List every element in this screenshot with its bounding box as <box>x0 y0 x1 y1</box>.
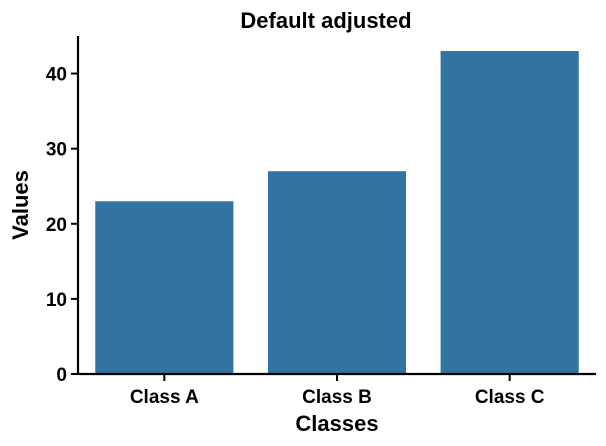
y-axis-ticks: 0 10 20 30 40 <box>46 65 78 386</box>
y-tick-label: 0 <box>56 365 67 386</box>
bar-class-a <box>95 201 234 374</box>
x-tick-label: Class A <box>130 387 199 408</box>
bar-class-b <box>267 171 407 374</box>
x-tick-label: Class C <box>475 387 545 408</box>
x-axis-ticks: Class A Class B Class C <box>130 374 545 408</box>
y-tick-label: 30 <box>46 140 67 161</box>
bars-group <box>95 51 579 375</box>
y-tick-label: 40 <box>46 65 67 86</box>
bar-class-c <box>440 51 579 375</box>
x-tick-label: Class B <box>302 387 372 408</box>
x-axis-label: Classes <box>295 411 378 436</box>
y-tick-label: 20 <box>46 215 67 236</box>
y-tick-label: 10 <box>46 290 67 311</box>
y-axis-label: Values <box>8 170 33 240</box>
chart-title: Default adjusted <box>240 8 411 33</box>
